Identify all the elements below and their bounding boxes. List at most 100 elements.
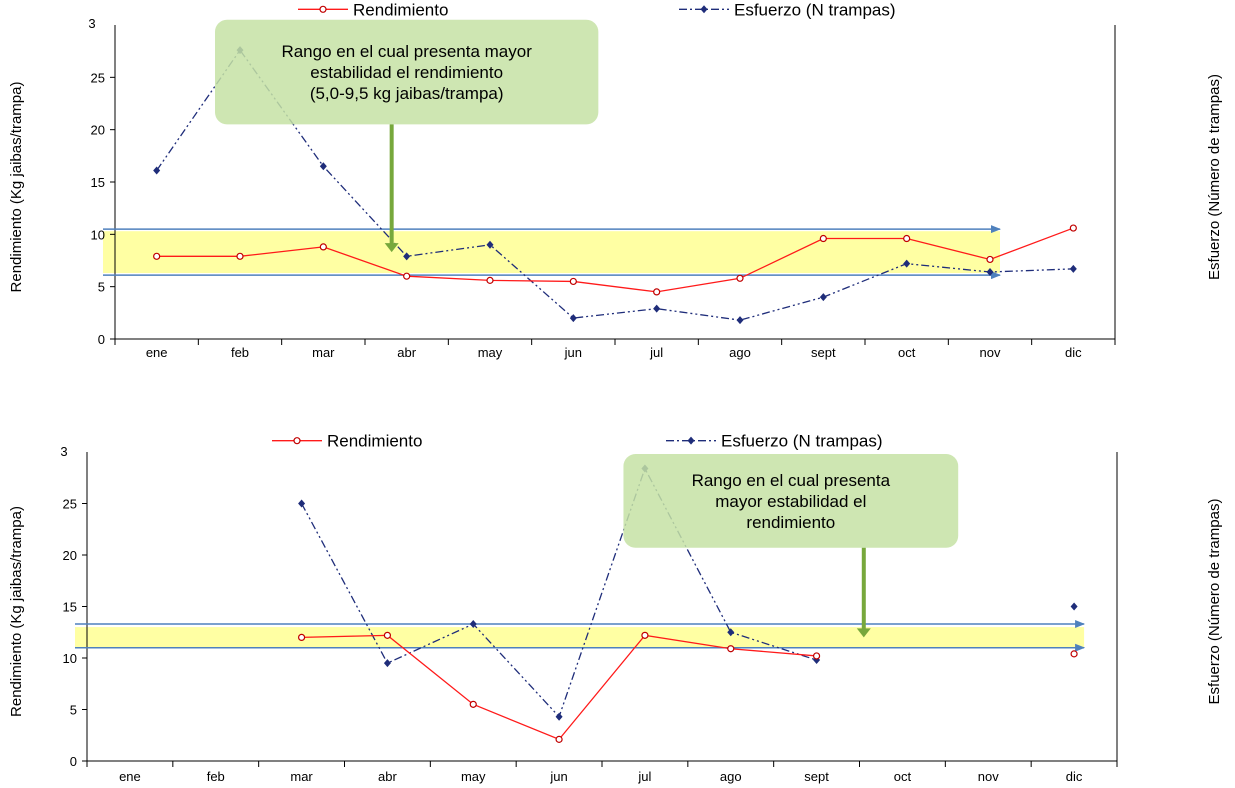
x-tick-label: nov [978,769,999,784]
series-esfuerzo-point [555,712,563,721]
y-tick-label: 0 [98,332,105,347]
legend-rendimiento-marker [319,5,327,13]
legend-rendimiento-label: Rendimiento [327,432,422,451]
y2-axis-title: Esfuerzo (Número de trampas) [1206,499,1223,705]
x-tick-label: mar [290,769,313,784]
series-esfuerzo-point [653,304,661,313]
series-esfuerzo-point [819,293,827,302]
callout-arrow-head [856,628,871,638]
series-esfuerzo-point [383,659,391,668]
chart-2: 0 5 10 15 20 25 3 ene feb mar abr may jun jul ago sept o… [8,432,1223,784]
callout-text: Rango en el cual presenta mayor [281,42,532,61]
series-rendimiento-point [1070,650,1078,658]
series-rendimiento-point [1069,224,1077,232]
y2-axis-title: Esfuerzo (Número de trampas) [1206,74,1223,280]
series-rendimiento-point [727,645,735,653]
y-tick-label: 20 [91,123,105,138]
series-esfuerzo-point [736,316,744,325]
series-esfuerzo-point [1070,602,1078,611]
series-esfuerzo-point [569,314,577,323]
x-tick-label: jul [637,769,651,784]
series-rendimiento-line [156,227,1074,293]
y-axis-title: Rendimiento (Kg jaibas/trampa) [8,82,25,293]
y-axis-title: Rendimiento (Kg jaibas/trampa) [8,506,25,717]
series-esfuerzo-point [153,166,161,175]
y-tick-label-top: 3 [88,16,95,31]
series-rendimiento-point [486,276,494,284]
series-rendimiento-point [903,234,911,243]
series-esfuerzo-point [469,620,477,629]
y-tick-label: 5 [70,703,77,718]
legend-rendimiento-marker [293,437,301,445]
callout-text: estabilidad el rendimiento [310,63,503,82]
series-rendimiento-point [403,272,411,280]
x-tick-label: ago [729,345,751,360]
series-rendimiento-point [736,274,744,282]
series-rendimiento-point [819,234,827,243]
y-tick-label: 0 [70,754,77,769]
legend-esfuerzo-label: Esfuerzo (N trampas) [721,432,883,451]
series-esfuerzo-point [486,240,494,249]
x-tick-label: oct [898,345,916,360]
series-esfuerzo-point [903,259,911,268]
y-tick-label: 5 [98,280,105,295]
callout-text: Rango en el cual presenta [692,471,891,490]
x-tick-label: feb [231,345,249,360]
legend-esfuerzo-label: Esfuerzo (N trampas) [734,0,896,19]
legend-esfuerzo-marker [687,436,695,445]
series-rendimiento-point [653,288,661,296]
y-tick-label: 25 [91,70,105,85]
series-rendimiento-point [986,255,994,264]
y-tick-label: 15 [91,175,105,190]
y-tick-label: 10 [91,227,105,242]
series-esfuerzo-point [403,252,411,261]
y-tick-label: 15 [63,600,77,615]
series-rendimiento-point [236,252,244,260]
series-esfuerzo-point [319,162,327,171]
x-tick-label: sept [804,769,829,784]
x-tick-label: jun [549,769,567,784]
x-tick-label: mar [312,345,335,360]
x-tick-label: ene [119,769,141,784]
series-esfuerzo-point [727,628,735,637]
chart-1: 0 5 10 15 20 25 3 ene feb mar abr may jun jul ago sept o… [8,0,1223,360]
callout-box [623,454,959,548]
stability-band [75,627,1085,648]
x-tick-label: feb [207,769,225,784]
series-rendimiento-point [569,277,577,286]
x-tick-label: oct [894,769,912,784]
series-rendimiento-point [469,700,477,708]
series-esfuerzo-point [1069,264,1077,273]
x-tick-label: may [478,345,503,360]
x-tick-label: dic [1065,345,1082,360]
callout-text: (5,0-9,5 kg jaibas/trampa) [310,84,504,103]
series-rendimiento-point [153,252,161,260]
callout-box [215,19,599,125]
x-tick-label: sept [811,345,836,360]
y-tick-label-top: 3 [60,444,67,459]
series-rendimiento-point [812,652,821,660]
series-rendimiento-point [641,631,649,639]
y-tick-label: 10 [63,651,77,666]
x-tick-label: ene [146,345,168,360]
series-rendimiento-line [301,634,817,741]
y-tick-label: 25 [63,497,77,512]
series-esfuerzo-point [298,499,306,508]
series-esfuerzo-point [986,268,994,277]
stability-band [103,231,1000,274]
legend-rendimiento-label: Rendimiento [353,0,448,19]
x-tick-label: nov [980,345,1001,360]
callout-text: mayor estabilidad el [715,492,866,511]
x-tick-label: abr [378,769,397,784]
x-tick-label: abr [397,345,416,360]
series-rendimiento-point [319,243,327,251]
x-tick-label: jul [649,345,663,360]
x-tick-label: ago [720,769,742,784]
series-rendimiento-point [555,735,563,743]
y-tick-label: 20 [63,548,77,563]
x-tick-label: jun [564,345,582,360]
series-rendimiento-point [383,631,392,639]
x-tick-label: dic [1066,769,1083,784]
callout-text: rendimiento [746,513,835,532]
